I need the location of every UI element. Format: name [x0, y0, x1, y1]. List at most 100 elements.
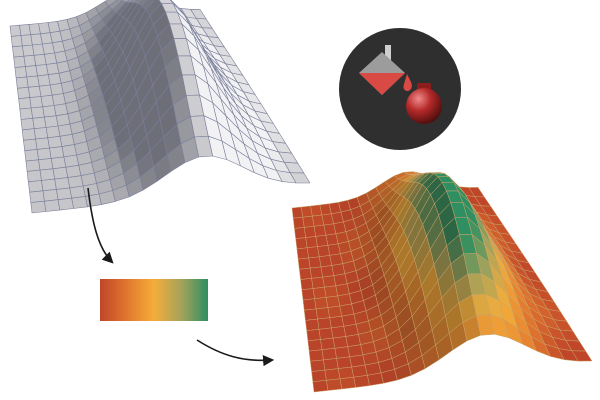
- mesh-cell: [322, 275, 337, 288]
- mesh-cell: [16, 87, 31, 99]
- mesh-cell: [299, 267, 312, 280]
- mesh-cell: [41, 178, 57, 192]
- mesh-cell: [324, 285, 339, 298]
- mesh-cell: [314, 297, 329, 310]
- bucket-body: [359, 73, 405, 95]
- mesh-cell: [26, 169, 42, 183]
- mesh-cell: [44, 115, 59, 128]
- mesh-cell: [321, 348, 337, 361]
- mesh-cell: [312, 380, 329, 393]
- mesh-cell: [44, 199, 61, 212]
- mesh-cell: [334, 346, 350, 359]
- mesh-cell: [35, 137, 50, 150]
- mesh-cell: [353, 375, 370, 388]
- mesh-cell: [27, 85, 42, 98]
- mesh-cell: [297, 257, 311, 270]
- mesh-cell: [42, 105, 57, 118]
- mesh-cell: [18, 97, 32, 110]
- mesh-cell: [300, 278, 314, 291]
- mesh-cell: [39, 168, 56, 181]
- mesh-cell: [122, 0, 130, 3]
- mesh-cell: [317, 317, 332, 330]
- mesh-cell: [133, 0, 143, 4]
- mesh-cell: [25, 159, 41, 172]
- mesh-cell: [307, 339, 323, 352]
- mesh-cell: [320, 337, 336, 350]
- mesh-cell: [10, 35, 23, 48]
- mesh-cell: [12, 45, 25, 58]
- mesh-cell: [294, 227, 306, 239]
- mesh-cell: [296, 247, 309, 260]
- mesh-cell: [305, 236, 318, 249]
- mesh-cell: [32, 116, 47, 129]
- mesh-cell: [326, 378, 343, 391]
- mesh-cell: [57, 197, 74, 211]
- mesh-cell: [137, 0, 148, 6]
- mesh-cell: [29, 190, 45, 203]
- mesh-cell: [21, 128, 36, 141]
- mesh-cell: [30, 200, 47, 214]
- mesh-cell: [20, 118, 35, 131]
- mesh-cell: [303, 308, 318, 321]
- mesh-cell: [338, 366, 354, 380]
- mesh-cell: [25, 65, 38, 78]
- mesh-cell: [29, 96, 44, 109]
- mesh-cell: [315, 307, 330, 320]
- mesh-cell: [306, 329, 321, 342]
- mesh-cell: [318, 327, 334, 340]
- mesh-cell: [325, 295, 341, 308]
- paint-drop: [403, 74, 412, 92]
- mesh-cell: [317, 245, 331, 258]
- mesh-cell: [339, 376, 356, 390]
- mesh-cell: [15, 76, 29, 89]
- arrow-to-colored-surface: [196, 339, 275, 367]
- mesh-cell: [301, 288, 315, 301]
- mesh-cell: [104, 0, 118, 7]
- mesh-cell: [302, 298, 317, 311]
- mesh-cell: [42, 189, 59, 202]
- mesh-cell: [54, 177, 71, 190]
- mesh-cell: [19, 107, 34, 120]
- colormap-bar: [100, 279, 208, 321]
- mesh-cell: [306, 246, 320, 259]
- mesh-cell: [129, 0, 138, 3]
- mesh-cell: [329, 315, 345, 329]
- mesh-cell: [367, 372, 384, 386]
- mesh-cell: [13, 55, 26, 68]
- mesh-cell: [71, 196, 88, 209]
- paint-bucket-icon: [339, 28, 461, 150]
- mesh-cell: [33, 127, 49, 140]
- mesh-cell: [141, 0, 156, 10]
- mesh-cell: [295, 237, 308, 250]
- mesh-cell: [36, 147, 52, 161]
- bucket-handle: [385, 45, 391, 67]
- mesh-cell: [24, 149, 39, 162]
- mesh-cell: [49, 146, 65, 159]
- icon-background: [339, 28, 461, 150]
- mesh-cell: [332, 336, 348, 349]
- colored-mesh-surface: [291, 171, 593, 393]
- mesh-cell: [571, 350, 593, 362]
- mesh-cell: [305, 318, 320, 331]
- mesh-cell: [9, 24, 22, 37]
- mesh-cell: [69, 185, 86, 199]
- mesh-cell: [45, 125, 61, 139]
- mesh-cell: [304, 226, 317, 238]
- mesh-cell: [14, 66, 28, 79]
- sphere-icon: [406, 83, 442, 124]
- mesh-cell: [331, 326, 347, 339]
- gray-mesh-surface: [9, 0, 311, 214]
- mesh-cell: [38, 158, 54, 171]
- mesh-cell: [309, 266, 323, 279]
- mesh-cell: [291, 206, 304, 219]
- mesh-cell: [50, 156, 67, 170]
- mesh-cell: [320, 265, 335, 278]
- mesh-cell: [27, 180, 44, 193]
- mesh-cell: [311, 369, 327, 383]
- mesh-cell: [40, 94, 55, 108]
- mesh-cell: [308, 349, 324, 362]
- mesh-cell: [56, 187, 72, 200]
- mesh-cell: [85, 193, 102, 208]
- mesh-cell: [125, 0, 134, 3]
